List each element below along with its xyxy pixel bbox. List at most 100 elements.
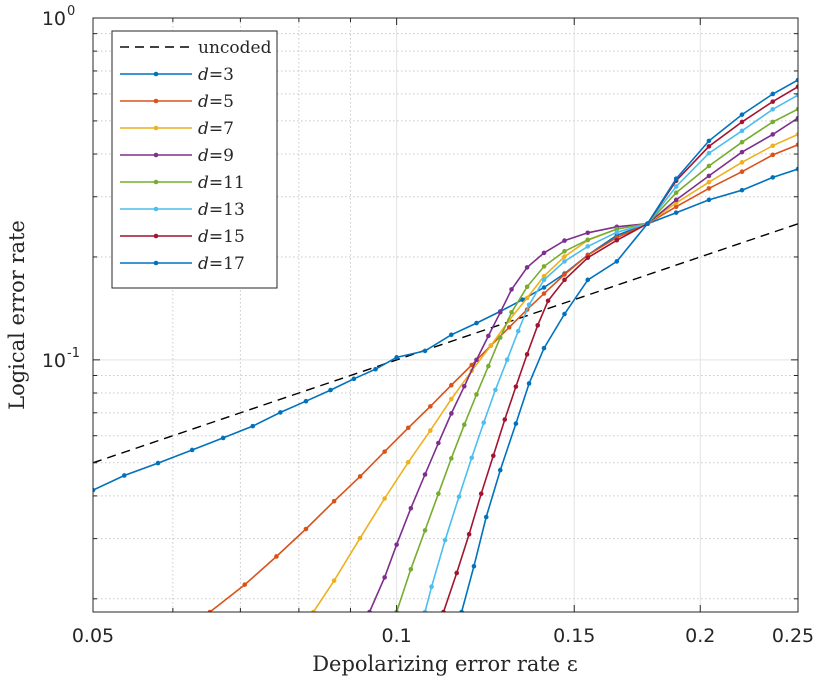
data-point-d-15 [585, 255, 591, 260]
data-point-d-9 [461, 383, 467, 389]
data-point-d-11 [614, 226, 620, 232]
data-point-d-11 [673, 190, 679, 195]
data-point-d-3 [303, 398, 309, 404]
data-point-d-5 [357, 474, 363, 479]
legend-marker-d-17 [153, 260, 159, 266]
legend-label-uncoded: uncoded [198, 38, 272, 58]
x-axis-label: Depolarizing error rate ε [312, 652, 578, 676]
data-point-d-15 [545, 298, 551, 304]
data-point-d-17 [645, 221, 650, 227]
data-point-d-9 [394, 542, 399, 547]
data-point-d-9 [474, 357, 479, 363]
data-point-d-5 [428, 404, 433, 409]
data-point-d-11 [770, 119, 776, 125]
data-point-d-9 [541, 250, 547, 256]
data-point-d-9 [706, 173, 712, 179]
data-point-d-11 [486, 363, 491, 369]
data-point-d-15 [739, 119, 745, 125]
legend-label-variable: d [198, 227, 209, 247]
data-point-d-9 [509, 287, 514, 292]
y-tick-label: 10 [42, 8, 66, 30]
data-point-d-7 [331, 578, 337, 583]
data-point-d-17 [483, 514, 489, 520]
data-point-d-9 [436, 440, 441, 446]
data-point-d-11 [509, 309, 514, 315]
data-point-d-17 [795, 77, 798, 83]
data-point-d-11 [524, 284, 530, 290]
data-point-d-15 [491, 453, 496, 459]
legend-label-variable: d [198, 119, 209, 139]
legend-label-d-13: d=13 [198, 200, 245, 220]
data-point-d-3 [220, 435, 226, 441]
data-point-d-5 [770, 152, 776, 158]
data-point-d-5 [706, 186, 712, 191]
data-point-d-15 [478, 491, 484, 496]
data-point-d-17 [739, 112, 745, 117]
data-point-d-13 [456, 494, 462, 499]
data-point-d-7 [541, 273, 547, 279]
data-point-d-13 [469, 455, 475, 461]
legend-item-d-15: d=15 [120, 227, 245, 247]
legend-label-variable: d [198, 146, 209, 166]
legend-item-d-13: d=13 [120, 200, 245, 220]
data-point-d-13 [526, 302, 532, 308]
legend-label-d-5: d=5 [198, 92, 234, 112]
data-point-d-17 [614, 259, 620, 264]
data-point-d-11 [562, 248, 567, 254]
legend-label-value: =5 [209, 92, 234, 112]
data-point-d-9 [367, 609, 372, 612]
data-point-d-15 [454, 570, 460, 576]
data-point-d-11 [706, 163, 712, 169]
x-tick-label: 0.1 [382, 625, 412, 647]
data-point-d-11 [585, 237, 591, 243]
series-uncoded [93, 223, 798, 464]
x-tick-label: 0.2 [685, 625, 715, 647]
legend-marker-d-7 [153, 125, 159, 131]
data-point-d-9 [524, 265, 530, 270]
axes-frame [92, 17, 799, 613]
data-point-d-17 [562, 311, 567, 317]
data-point-d-7 [357, 535, 363, 541]
data-point-d-17 [513, 421, 519, 426]
legend-item-uncoded: uncoded [120, 38, 272, 58]
data-point-d-9 [673, 197, 679, 203]
legend-label-variable: d [198, 173, 209, 193]
legend-label-value: uncoded [198, 38, 272, 58]
data-point-d-5 [207, 609, 213, 612]
data-point-d-5 [331, 498, 337, 504]
legend-label-variable: d [198, 92, 209, 112]
data-point-d-13 [739, 128, 745, 134]
legend-marker-d-13 [153, 206, 159, 212]
data-point-d-17 [471, 563, 477, 569]
legend-item-d-11: d=11 [120, 173, 245, 193]
legend-label-variable: d [198, 200, 209, 220]
data-point-d-13 [562, 259, 567, 264]
data-point-d-3 [121, 473, 127, 478]
data-point-d-17 [673, 176, 679, 181]
series-line-uncoded [93, 223, 798, 464]
data-point-d-3 [541, 285, 547, 290]
data-point-d-5 [405, 425, 411, 431]
legend-label-value: =7 [209, 119, 234, 139]
data-point-d-7 [524, 295, 530, 301]
data-point-d-9 [449, 411, 454, 416]
data-point-d-3 [422, 348, 428, 354]
data-point-d-7 [382, 496, 387, 501]
data-point-d-5 [795, 142, 798, 147]
series-line-d-17 [460, 79, 798, 612]
legend-box [111, 30, 278, 289]
data-point-d-13 [614, 230, 620, 235]
data-point-d-17 [706, 138, 712, 144]
data-point-d-15 [513, 384, 519, 389]
data-point-d-3 [250, 423, 256, 429]
data-point-d-5 [739, 169, 745, 175]
data-point-d-9 [486, 333, 491, 339]
data-point-d-3 [93, 487, 96, 493]
data-point-d-3 [673, 210, 679, 215]
data-point-d-17 [497, 467, 503, 473]
data-point-d-17 [541, 345, 547, 351]
data-point-d-7 [739, 160, 745, 165]
legend-label-value: =9 [209, 146, 234, 166]
data-point-d-3 [278, 410, 283, 415]
legend-label-d-11: d=11 [198, 173, 245, 193]
